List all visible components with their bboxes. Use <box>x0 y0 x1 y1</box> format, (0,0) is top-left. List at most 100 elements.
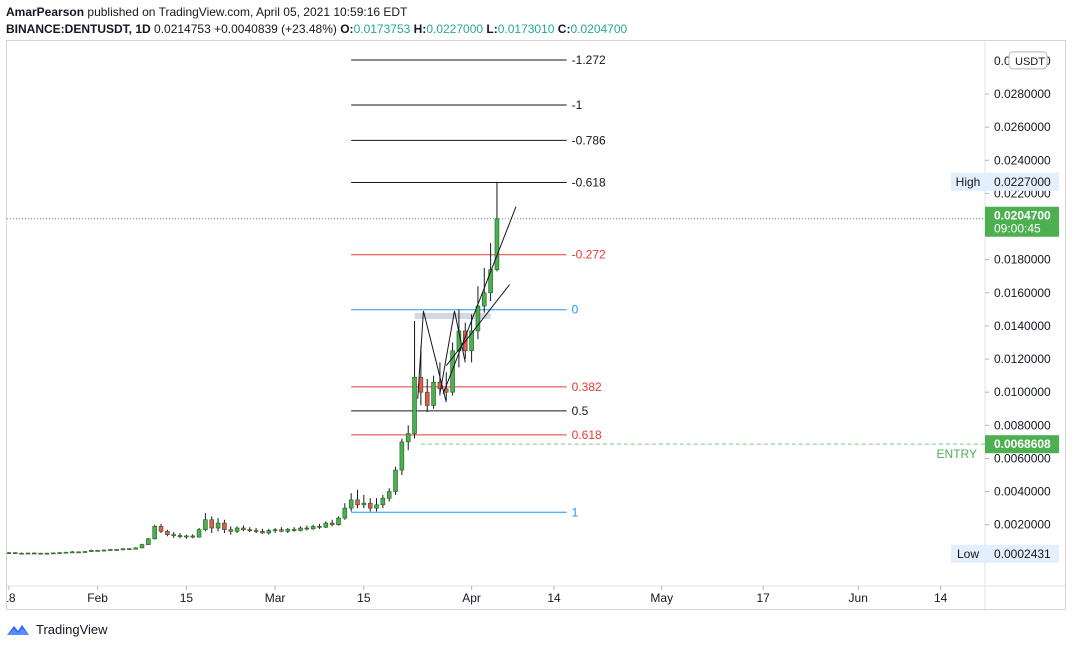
fib-level-label: -1 <box>572 98 583 112</box>
price-tick-label: 0.0160000 <box>994 286 1051 300</box>
time-tick-label: 15 <box>180 591 194 605</box>
candle-body <box>120 548 126 551</box>
candle-body <box>317 526 322 528</box>
currency-badge[interactable] <box>1008 51 1048 70</box>
candle-body <box>291 529 297 531</box>
candle-body <box>399 441 405 471</box>
candle-body <box>196 529 202 538</box>
price-tick-label: 0.0080000 <box>994 418 1051 432</box>
candle-body <box>475 305 481 332</box>
footer: TradingView <box>6 621 108 637</box>
fib-level-label: 0.382 <box>572 380 602 394</box>
candle-body <box>25 552 31 555</box>
price-tick-label: 0.0100000 <box>994 385 1051 399</box>
price-tick-label: 0.0180000 <box>994 253 1051 267</box>
price-label-value: 0.0002431 <box>994 547 1051 561</box>
price-tick-label: 0.0260000 <box>994 120 1051 134</box>
fib-level-label: -0.272 <box>572 248 606 262</box>
time-tick-label: Feb <box>87 591 108 605</box>
candle-body <box>57 552 62 555</box>
low-label: L: <box>486 22 498 36</box>
candle-body <box>133 547 138 550</box>
published-text: published on TradingView.com, April 05, … <box>87 5 408 19</box>
candle-body <box>298 527 303 531</box>
low-value: 0.0173010 <box>497 22 555 36</box>
candle-body <box>279 529 284 532</box>
price-label-tag-bg <box>951 172 985 191</box>
candle-body <box>76 551 81 554</box>
candle-body <box>146 538 151 545</box>
candle-body <box>152 526 157 540</box>
time-tick-label: 15 <box>357 591 371 605</box>
tradingview-logo-icon[interactable] <box>6 621 30 637</box>
candle-body <box>418 376 424 393</box>
candle-body <box>190 535 195 538</box>
close-value: 0.0204700 <box>570 22 628 36</box>
candle-body <box>310 526 316 530</box>
footer-brand[interactable]: TradingView <box>36 621 108 637</box>
candle-body <box>165 531 170 535</box>
open-value: 0.0173753 <box>353 22 411 36</box>
price-label-tag: High <box>956 175 981 189</box>
price-label-tag: Low <box>957 547 979 561</box>
candle-body <box>215 522 221 529</box>
high-value: 0.0227000 <box>426 22 484 36</box>
candle-body <box>31 552 37 555</box>
candle-body <box>285 529 291 532</box>
time-tick-label: 14 <box>934 591 948 605</box>
entry-label-tag: ENTRY <box>937 447 977 461</box>
candle-body <box>101 549 107 552</box>
publisher-name[interactable]: AmarPearson <box>6 5 85 19</box>
candle-body <box>63 551 69 554</box>
price-label-bg <box>985 544 1059 563</box>
entry-price-label-bg <box>985 435 1059 454</box>
candle-body <box>247 529 253 531</box>
price-tick-label: 0.0060000 <box>994 451 1051 465</box>
candle-body <box>272 529 278 531</box>
chart-header: AmarPearson published on TradingView.com… <box>6 4 627 38</box>
pattern-line[interactable] <box>417 310 447 403</box>
time-tick-label: 17 <box>756 591 770 605</box>
candle-body <box>329 522 335 526</box>
trendline[interactable] <box>445 284 511 366</box>
candle-body <box>260 531 265 534</box>
candle-body <box>89 550 94 552</box>
publish-line: AmarPearson published on TradingView.com… <box>6 4 627 21</box>
price-chart[interactable]: 0.02800000.02600000.02400000.02200000.01… <box>7 41 1065 609</box>
candle-body <box>114 549 119 551</box>
candle-body <box>139 544 145 549</box>
last-price-countdown: 09:00:45 <box>994 222 1041 236</box>
price-label-bg <box>985 172 1059 191</box>
candle-body <box>488 269 493 294</box>
ohlc-line: BINANCE:DENTUSDT, 1D 0.0214753 +0.004083… <box>6 21 627 38</box>
candle-body <box>234 527 240 532</box>
time-tick-label: Jun <box>849 591 868 605</box>
last-price-label-bg <box>985 206 1059 237</box>
pattern-line[interactable] <box>439 310 466 394</box>
candle-body <box>177 535 183 537</box>
time-tick-label: May <box>650 591 673 605</box>
symbol-label[interactable]: BINANCE:DENTUSDT, 1D <box>6 22 151 36</box>
time-tick-label: Mar <box>265 591 286 605</box>
candle-body <box>12 552 18 555</box>
fib-level-label: -0.786 <box>572 133 606 147</box>
candle-body <box>355 499 360 506</box>
open-label: O: <box>340 22 354 36</box>
candle-body <box>222 522 227 530</box>
candle-body <box>158 526 164 532</box>
trendline[interactable] <box>442 206 517 395</box>
candle-body <box>405 433 411 443</box>
candle-body <box>431 381 436 406</box>
candle-body <box>380 497 386 506</box>
currency-badge-label: USDT <box>1015 56 1045 68</box>
candle-body <box>209 519 214 529</box>
candle-body <box>469 330 474 352</box>
price-tick-label: 0.0140000 <box>994 319 1051 333</box>
candle-body <box>374 504 379 509</box>
chart-frame[interactable]: 0.0280000 0.0260000 0.0240000 0.0220000 0.01… <box>6 40 1066 610</box>
candle-body <box>342 507 348 519</box>
candle-body <box>95 550 100 552</box>
candle-body <box>108 549 113 551</box>
candle-body <box>361 502 367 506</box>
price-tick-label: 0.0040000 <box>994 485 1051 499</box>
